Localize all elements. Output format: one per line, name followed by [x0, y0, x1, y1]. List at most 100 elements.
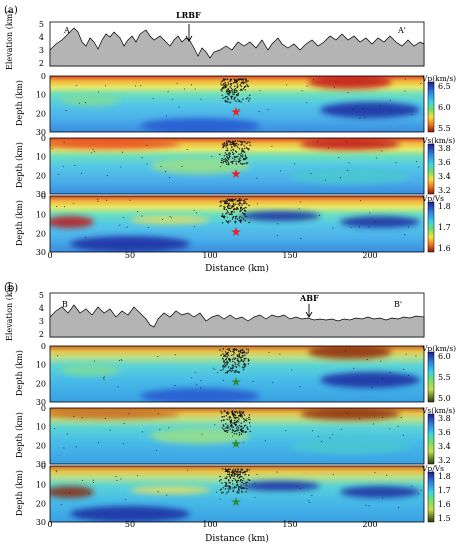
depth-tick: 30: [36, 248, 46, 257]
colorbar-tick: 1.8: [438, 472, 451, 481]
panel-b: (b) B B' ABF 5 4 3 2 Elevation (km) 0 10 2…: [4, 282, 456, 544]
tomography-map: 0 10 20 30 Depth (km) 6.5 6.0 5.5 Vp(km/s): [15, 72, 456, 137]
colorbar-tick: 1.7: [438, 223, 451, 232]
mainshock-star-icon: [231, 439, 241, 448]
depth-ylabel: Depth (km): [15, 80, 24, 126]
panel-b-label: (b): [4, 283, 18, 294]
depth-tick: 10: [36, 423, 46, 432]
mainshock-star-icon: [231, 169, 241, 178]
depth-tick: 10: [36, 361, 46, 370]
depth-tick: 10: [36, 153, 46, 162]
fault-label: ABF: [299, 293, 319, 303]
panel-b-xaxis: 0 50 100 150 200 Distance (km): [47, 520, 377, 544]
x-tick: 150: [282, 251, 297, 260]
mainshock-star-icon: [231, 377, 241, 386]
colorbar: 6.5 6.0 5.5 Vp(km/s): [421, 74, 456, 133]
profile-end-label: A': [397, 26, 406, 35]
colorbar-tick: 5.0: [438, 394, 451, 403]
depth-tick: 0: [41, 462, 46, 471]
colorbar-tick: 1.5: [438, 514, 451, 523]
mainshock-star-icon: [231, 497, 241, 506]
colorbar-tick: 3.6: [438, 428, 451, 437]
colorbar-unit: Vp(km/s): [421, 74, 456, 83]
map-frame: [49, 345, 425, 403]
depth-tick: 30: [36, 190, 46, 199]
colorbar-unit: Vp(km/s): [421, 344, 456, 353]
terrain-profile: [49, 304, 425, 338]
depth-ylabel: Depth (km): [15, 412, 24, 458]
depth-tick: 20: [36, 441, 46, 450]
depth-tick: 30: [36, 398, 46, 407]
elev-tick: 5: [39, 20, 44, 29]
panel-a-velocity-maps: 0 10 20 30 Depth (km) 6.5 6.0 5.5 Vp(km/s) 0 10 20 3…: [15, 72, 456, 257]
colorbar-tick: 6.0: [438, 352, 451, 361]
x-tick: 200: [362, 520, 377, 529]
colorbar-unit: Vp/Vs: [421, 464, 444, 473]
x-tick: 150: [282, 520, 297, 529]
depth-tick: 30: [36, 518, 46, 527]
elev-tick: 5: [39, 291, 44, 300]
colorbar-tick: 1.8: [438, 202, 451, 211]
colorbar-tick: 3.8: [438, 414, 451, 423]
colorbar-tick: 5.5: [438, 373, 451, 382]
colorbar-tick: 5.5: [438, 124, 451, 133]
earthquake-hypocenters: [56, 198, 409, 239]
tomography-map: 0 10 20 30 Depth (km) 1.8 1.7 1.6 1.5 Vp/Vs: [15, 462, 451, 527]
depth-tick: 0: [41, 342, 46, 351]
x-tick: 0: [47, 251, 52, 260]
depth-ylabel: Depth (km): [15, 470, 24, 516]
depth-tick: 0: [41, 72, 46, 81]
depth-tick: 20: [36, 499, 46, 508]
profile-start-label: A: [63, 26, 70, 35]
earthquake-hypocenters: [57, 348, 417, 389]
mainshock-star-icon: [231, 227, 241, 236]
tomography-map: 0 10 20 30 Depth (km) 3.8 3.6 3.4 3.2 Vs(km/s): [15, 404, 455, 469]
x-tick: 50: [125, 251, 135, 260]
colorbar: 1.8 1.7 1.6 Vp/Vs: [421, 194, 451, 253]
panel-b-elevation-plot: B B' ABF 5 4 3 2: [39, 291, 425, 339]
colorbar-unit: Vs(km/s): [421, 136, 455, 145]
fault-label: LRBF: [176, 10, 201, 20]
colorbar-tick: 3.6: [438, 158, 451, 167]
map-frame: [49, 407, 425, 465]
tomography-map: 0 10 20 30 Depth (km) 1.8 1.7 1.6 Vp/Vs: [15, 192, 451, 257]
colorbar: 6.0 5.5 5.0 Vp(km/s): [421, 344, 456, 403]
depth-tick: 30: [36, 128, 46, 137]
panel-a-xaxis: 0 50 100 150 200 Distance (km): [47, 251, 377, 274]
depth-tick: 0: [41, 404, 46, 413]
tomography-map: 0 10 20 30 Depth (km) 6.0 5.5 5.0 Vp(km/s): [15, 342, 456, 407]
colorbar-tick: 3.4: [438, 172, 451, 181]
depth-tick: 10: [36, 481, 46, 490]
earthquake-hypocenters: [65, 78, 422, 119]
colorbar-tick: 1.7: [438, 486, 451, 495]
depth-tick: 30: [36, 460, 46, 469]
x-tick: 50: [125, 520, 135, 529]
colorbar-tick: 3.8: [438, 144, 451, 153]
colorbar-unit: Vs(km/s): [421, 406, 455, 415]
depth-tick: 0: [41, 134, 46, 143]
x-axis-label: Distance (km): [205, 263, 269, 274]
colorbar-tick: 3.4: [438, 442, 451, 451]
elev-tick: 4: [39, 33, 44, 42]
elev-tick: 3: [39, 46, 44, 55]
depth-tick: 20: [36, 229, 46, 238]
colorbar-tick: 3.2: [438, 186, 451, 195]
x-axis-label: Distance (km): [205, 533, 269, 544]
x-tick: 0: [47, 520, 52, 529]
profile-start-label: B: [62, 300, 68, 309]
depth-tick: 20: [36, 109, 46, 118]
elev-tick: 3: [39, 317, 44, 326]
panel-b-velocity-maps: 0 10 20 30 Depth (km) 6.0 5.5 5.0 Vp(km/s) 0 10 20 3…: [15, 342, 456, 527]
tomography-map: 0 10 20 30 Depth (km) 3.8 3.6 3.4 3.2 Vs(km/s): [15, 134, 455, 199]
earthquake-hypocenters: [52, 140, 419, 181]
colorbar-tick: 6.5: [438, 82, 451, 91]
fault-arrow-icon: [185, 24, 193, 42]
earthquake-hypocenters: [54, 410, 404, 451]
colorbar-unit: Vp/Vs: [421, 194, 444, 203]
depth-ylabel: Depth (km): [15, 142, 24, 188]
depth-tick: 10: [36, 211, 46, 220]
elev-tick: 2: [39, 59, 44, 68]
terrain-profile: [49, 27, 425, 67]
colorbar-tick: 3.2: [438, 456, 451, 465]
